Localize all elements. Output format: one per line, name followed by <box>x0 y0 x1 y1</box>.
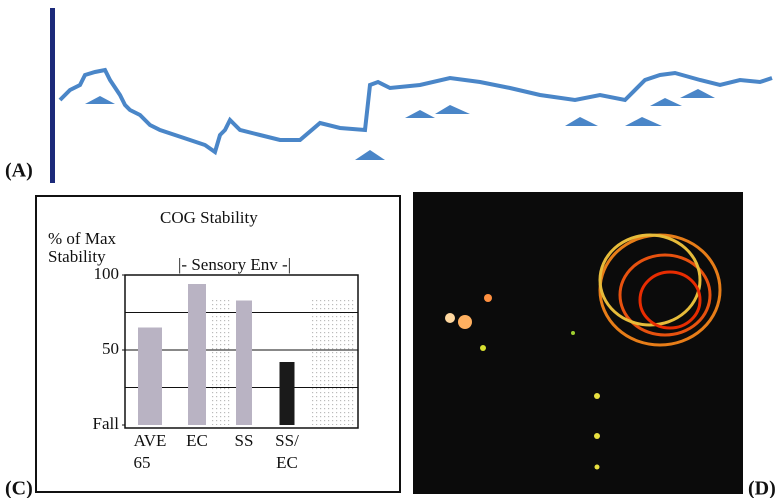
x-tick-label: SS/ <box>275 431 299 450</box>
y-label: % of Max <box>48 229 116 248</box>
stipple <box>310 298 355 425</box>
chart-title: COG Stability <box>160 208 258 227</box>
trace <box>60 70 772 152</box>
x-tick-label: SS <box>235 431 254 450</box>
y-tick-label: 100 <box>94 264 120 283</box>
panel-label: (D) <box>748 478 776 498</box>
x-tick-label: EC <box>186 431 208 450</box>
bar <box>138 328 162 426</box>
photo <box>413 192 743 494</box>
bar <box>280 362 295 425</box>
axis-bar <box>50 8 55 183</box>
panel-a: (A) <box>5 8 772 183</box>
panel-label: (A) <box>5 160 33 182</box>
bar <box>236 301 252 426</box>
panel-label: (C) <box>5 478 33 498</box>
y-tick-label: Fall <box>93 414 120 433</box>
stipple <box>210 300 230 425</box>
value-label: 65 <box>134 453 151 472</box>
group-label: |- Sensory Env -| <box>178 255 291 274</box>
bar <box>188 284 206 425</box>
x-tick-label: EC <box>276 453 298 472</box>
y-tick-label: 50 <box>102 339 119 358</box>
x-tick-label: AVE <box>134 431 167 450</box>
figure: (A) COG Stability % of Max Stability |- … <box>0 0 776 498</box>
panel-d <box>413 192 743 494</box>
